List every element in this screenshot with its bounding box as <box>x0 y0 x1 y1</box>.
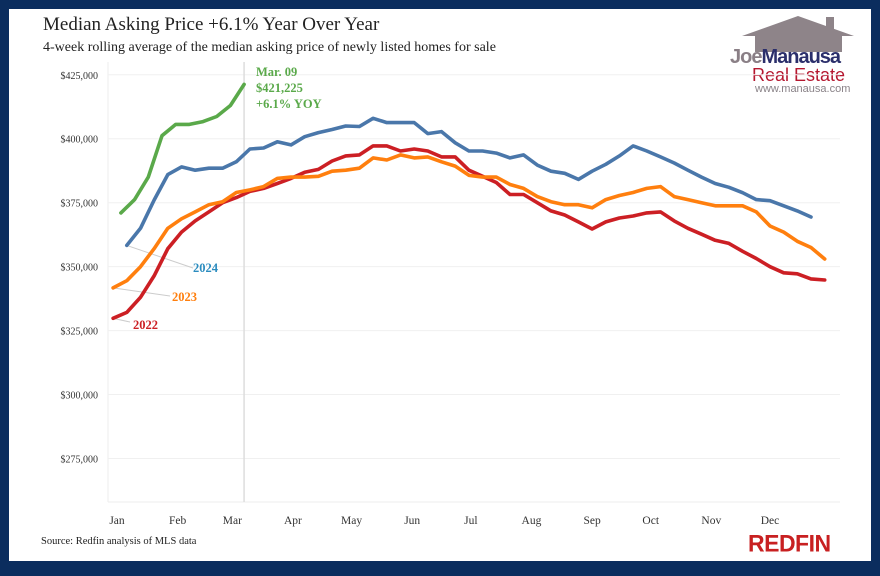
x-tick-label: Sep <box>583 515 601 527</box>
x-tick-label: Jun <box>404 515 420 527</box>
series-line-2022 <box>111 144 827 321</box>
logo-name: JoeManausa <box>730 46 841 68</box>
chart-panel <box>9 9 871 561</box>
y-tick-label: $350,000 <box>61 263 99 274</box>
series-line-2024 <box>125 116 813 248</box>
label-leader-line <box>126 244 194 269</box>
x-tick-label: Dec <box>761 515 780 527</box>
y-tick-label: $425,000 <box>61 71 99 82</box>
house-icon <box>742 16 854 52</box>
y-tick-label: $375,000 <box>61 199 99 210</box>
series-label-2023: 2023 <box>172 290 197 304</box>
y-tick-label: $275,000 <box>61 455 99 466</box>
logo-url: www.manausa.com <box>755 83 851 95</box>
series-line-2025 <box>119 82 246 215</box>
annotation-value: $421,225 <box>256 81 303 95</box>
series-line-2023 <box>111 153 827 290</box>
x-tick-label: Apr <box>284 515 302 527</box>
source-note: Source: Redfin analysis of MLS data <box>41 536 197 547</box>
x-tick-label: Nov <box>701 515 721 527</box>
y-tick-label: $400,000 <box>61 135 99 146</box>
annotation-date: Mar. 09 <box>256 65 297 79</box>
x-tick-label: Jan <box>109 515 125 527</box>
label-leader-line <box>113 287 171 297</box>
x-tick-label: Aug <box>522 515 542 527</box>
series-label-2024: 2024 <box>193 261 219 275</box>
x-tick-label: May <box>341 515 362 527</box>
series-label-2022: 2022 <box>133 318 158 332</box>
x-tick-label: Oct <box>642 515 659 527</box>
y-tick-label: $325,000 <box>61 327 99 338</box>
x-tick-label: Mar <box>223 515 242 527</box>
chart-subtitle: 4-week rolling average of the median ask… <box>43 40 496 55</box>
redfin-logo: REDFIN <box>748 529 831 557</box>
x-tick-label: Jul <box>464 515 477 527</box>
chart-title: Median Asking Price +6.1% Year Over Year <box>43 14 380 35</box>
x-tick-label: Feb <box>169 515 187 527</box>
annotation-change: +6.1% YOY <box>256 97 322 111</box>
y-tick-label: $300,000 <box>61 391 99 402</box>
